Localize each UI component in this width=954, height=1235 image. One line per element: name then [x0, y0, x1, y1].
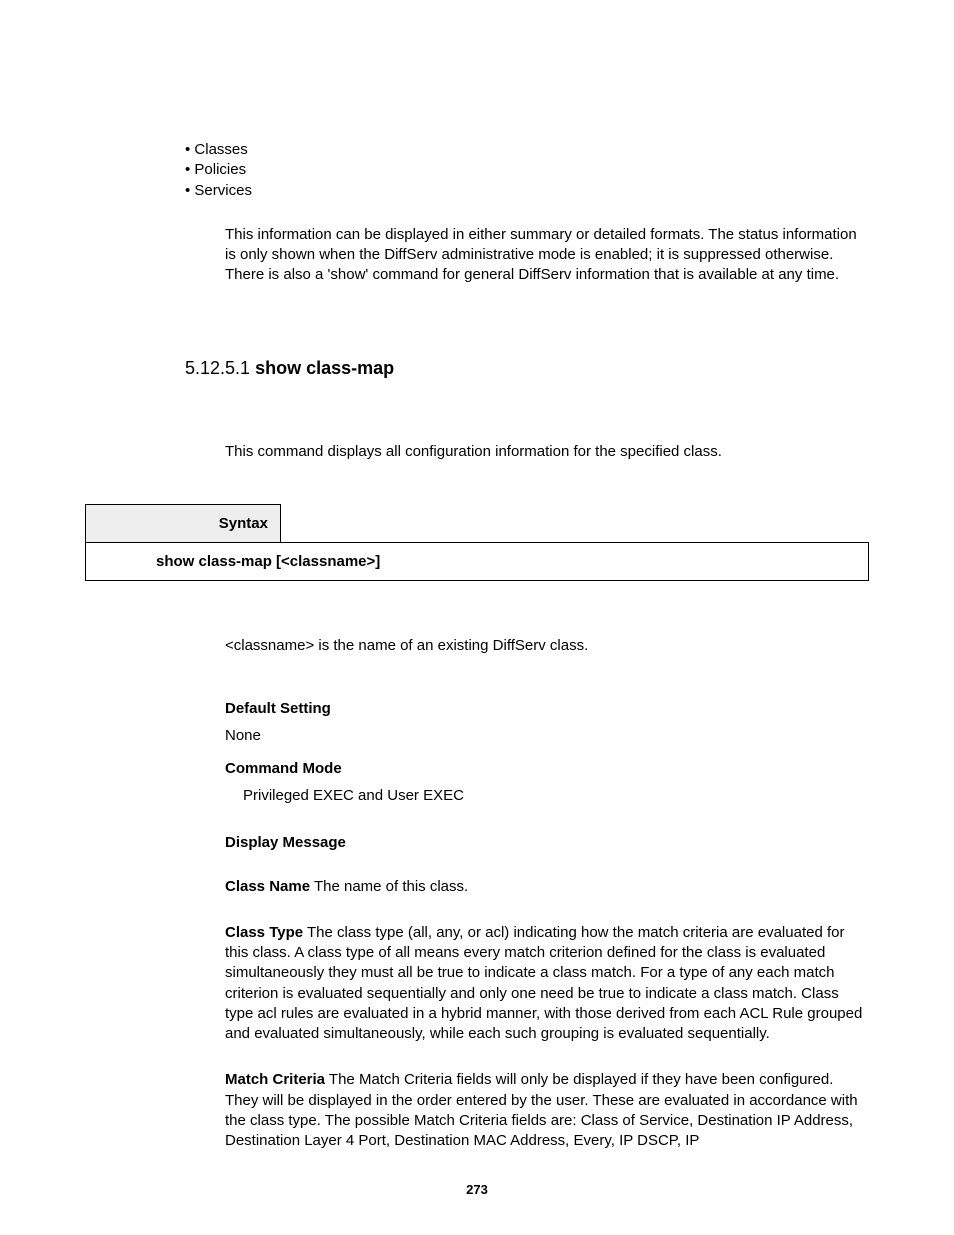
section-number: 5.12.5.1	[185, 358, 255, 378]
intro-paragraph: This information can be displayed in eit…	[225, 225, 869, 286]
settings-block: Default Setting None Command Mode Privil…	[225, 698, 869, 806]
command-description: This command displays all configuration …	[225, 443, 869, 460]
match-criteria-lead: Match Criteria	[225, 1071, 325, 1088]
section-heading: 5.12.5.1 show class-map	[185, 358, 869, 379]
syntax-empty	[281, 504, 869, 542]
display-message-heading: Display Message	[225, 834, 869, 851]
command-mode-value: Privileged EXEC and User EXEC	[243, 785, 869, 806]
document-page: Classes Policies Services This informati…	[0, 0, 954, 1235]
bullet-list: Classes Policies Services	[185, 140, 869, 201]
match-criteria-paragraph: Match Criteria The Match Criteria fields…	[225, 1070, 869, 1151]
bullet-item: Policies	[185, 160, 869, 180]
class-name-body: The name of this class.	[310, 878, 468, 895]
section-title: show class-map	[255, 358, 394, 378]
class-type-body: The class type (all, any, or acl) indica…	[225, 924, 862, 1042]
class-type-paragraph: Class Type The class type (all, any, or …	[225, 923, 869, 1045]
page-number: 273	[0, 1182, 954, 1197]
syntax-table: Syntax show class-map [<classname>]	[85, 504, 869, 581]
default-setting-label: Default Setting	[225, 698, 869, 719]
command-mode-label: Command Mode	[225, 758, 869, 779]
syntax-body: show class-map [<classname>]	[86, 542, 869, 580]
class-name-lead: Class Name	[225, 878, 310, 895]
default-setting-value: None	[225, 725, 869, 746]
class-name-paragraph: Class Name The name of this class.	[225, 877, 869, 897]
syntax-label: Syntax	[86, 504, 281, 542]
classname-note: <classname> is the name of an existing D…	[225, 637, 869, 654]
bullet-item: Services	[185, 181, 869, 201]
class-type-lead: Class Type	[225, 924, 303, 941]
bullet-item: Classes	[185, 140, 869, 160]
